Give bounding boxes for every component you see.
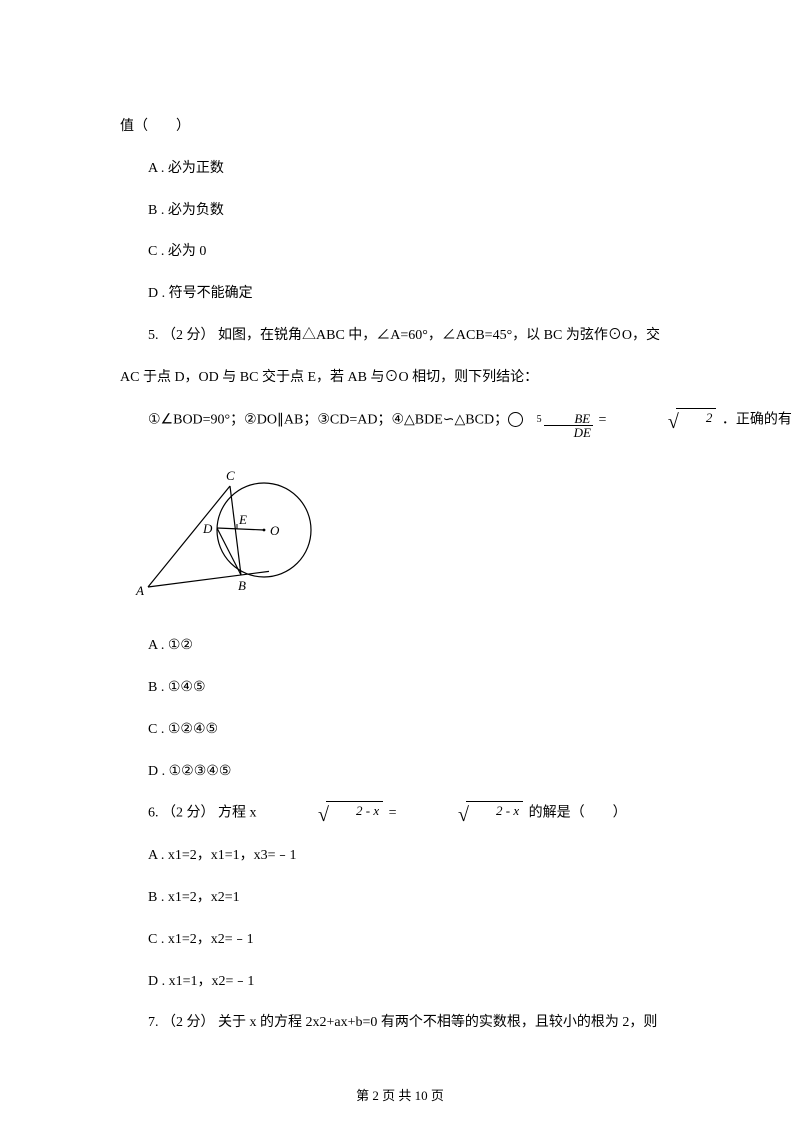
q6-opt-d: D . x1=1，x2=﹣1: [120, 970, 680, 994]
q5-line1: 5. （2 分） 如图，在锐角△ABC 中，∠A=60°，∠ACB=45°，以 …: [120, 324, 680, 348]
q4-stem: 值（ ）: [120, 115, 680, 139]
q4-opt-a: A . 必为正数: [120, 157, 680, 181]
svg-text:D: D: [202, 521, 213, 536]
q5-equals: =: [598, 412, 606, 427]
svg-text:O: O: [270, 523, 280, 538]
q6-opt-a: A . x1=2，x1=1，x3=﹣1: [120, 844, 680, 868]
svg-text:B: B: [238, 578, 246, 593]
svg-text:C: C: [226, 468, 235, 483]
q4-opt-c: C . 必为 0: [120, 240, 680, 264]
q6-opt-c: C . x1=2，x2=﹣1: [120, 928, 680, 952]
q5-opt-c: C . ①②④⑤: [120, 718, 680, 742]
q5-opt-d: D . ①②③④⑤: [120, 760, 680, 784]
q6-tail: 的解是（ ）: [529, 806, 627, 821]
q5-tail: ．正确的有（ ）: [722, 412, 800, 427]
q6-opt-b: B . x1=2，x2=1: [120, 886, 680, 910]
q5-line2: AC 于点 D，OD 与 BC 交于点 E，若 AB 与⊙O 相切，则下列结论：: [120, 366, 680, 390]
q5-pre: ①∠BOD=90°；②DO∥AB；③CD=AD；④△BDE∽△BCD；: [148, 412, 508, 427]
q7-stem: 7. （2 分） 关于 x 的方程 2x2+ax+b=0 有两个不相等的实数根，…: [120, 1011, 680, 1035]
q6-sqrt1: √2 - x: [262, 801, 383, 826]
page-content: 值（ ） A . 必为正数 B . 必为负数 C . 必为 0 D . 符号不能…: [120, 115, 680, 1035]
fraction-be-de: BE DE: [544, 412, 593, 439]
frac-num: BE: [544, 412, 593, 426]
q5-figure: A B C D E O: [130, 455, 680, 614]
q6-prefix: 6. （2 分） 方程 x: [148, 806, 257, 821]
q5-opt-a: A . ①②: [120, 634, 680, 658]
q5-opt-b: B . ①④⑤: [120, 676, 680, 700]
q5-circled5: ⑤5 BE DE: [512, 412, 595, 437]
q4-opt-b: B . 必为负数: [120, 199, 680, 223]
q6-equals: =: [389, 806, 397, 821]
svg-text:E: E: [238, 512, 247, 527]
q4-opt-d: D . 符号不能确定: [120, 282, 680, 306]
sqrt-2: √2: [612, 408, 716, 433]
q5-statements: ①∠BOD=90°；②DO∥AB；③CD=AD；④△BDE∽△BCD； ⑤5 B…: [120, 408, 680, 438]
svg-text:A: A: [135, 583, 144, 598]
q6-stem: 6. （2 分） 方程 x √2 - x = √2 - x 的解是（ ）: [120, 801, 680, 826]
frac-den: DE: [544, 426, 593, 439]
page-footer: 第 2 页 共 10 页: [0, 1085, 800, 1104]
q6-sqrt2: √2 - x: [402, 801, 523, 826]
